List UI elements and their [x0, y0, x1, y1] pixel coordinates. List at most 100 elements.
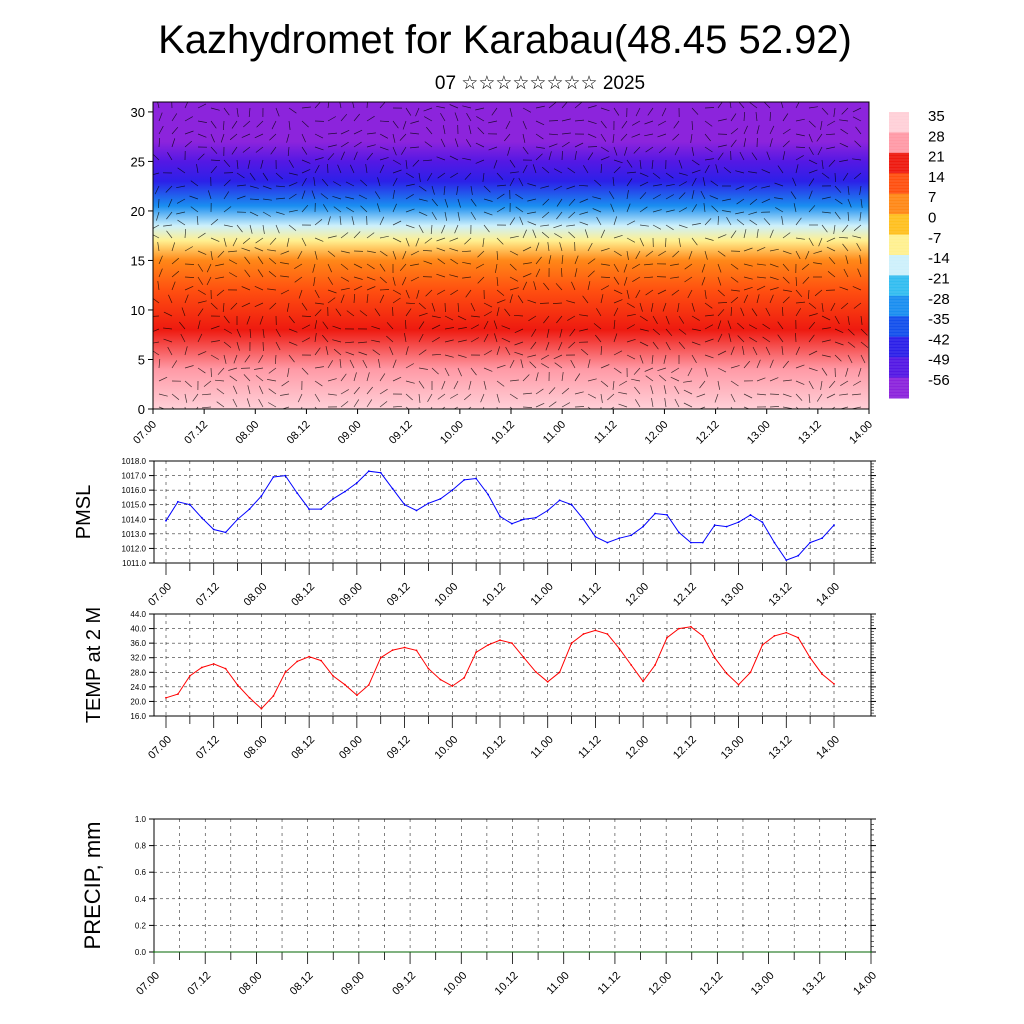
wind-vector: [814, 289, 823, 297]
wind-vector: [730, 230, 737, 239]
wind-vector: [488, 120, 498, 124]
wind-vector: [652, 341, 659, 350]
wind-vector: [325, 346, 329, 356]
wind-vector: [461, 250, 472, 253]
data-point: [511, 642, 513, 644]
wind-vector: [410, 250, 420, 256]
wind-vector: [405, 393, 413, 401]
wind-vector: [168, 198, 173, 208]
wind-vector: [704, 164, 710, 174]
wind-vector: [177, 219, 186, 226]
wind-vector: [332, 195, 342, 200]
wind-vector: [214, 379, 225, 382]
wind-vector: [229, 272, 238, 278]
wind-vector: [795, 301, 806, 304]
wind-vector: [519, 216, 524, 226]
wind-vector: [795, 250, 801, 260]
wind-vector: [184, 285, 194, 291]
wind-vector: [248, 107, 251, 118]
wind-vector: [301, 324, 311, 330]
wind-vector: [431, 185, 435, 195]
wind-vector: [349, 359, 355, 369]
wind-vector: [701, 263, 706, 273]
wind-vector: [184, 365, 194, 369]
wind-vector: [203, 380, 212, 387]
wind-vector: [561, 150, 563, 161]
wind-vector: [691, 146, 695, 156]
wind-vector: [522, 146, 529, 155]
wind-vector: [635, 107, 641, 117]
wind-vector: [422, 250, 433, 252]
wind-vector: [320, 193, 329, 200]
x-tick-label: 11.12: [576, 734, 603, 761]
wind-vector: [462, 157, 472, 161]
wind-vector: [241, 133, 251, 138]
wind-vector: [795, 364, 805, 369]
wind-vector: [613, 263, 619, 272]
wind-vector: [743, 125, 748, 135]
wind-vector: [690, 133, 693, 143]
wind-vector: [782, 128, 791, 135]
wind-vector: [652, 224, 662, 230]
wind-vector: [691, 315, 700, 321]
wind-vector: [740, 307, 745, 317]
colorbar-label: 0: [928, 210, 936, 227]
wind-vector: [665, 315, 670, 325]
wind-vector: [366, 276, 376, 281]
wind-vector: [730, 276, 739, 283]
wind-vector: [769, 377, 779, 382]
data-point: [761, 521, 764, 524]
colorbar-segment: [889, 275, 909, 297]
colorbar-segment: [889, 193, 909, 215]
wind-vector: [340, 151, 345, 161]
colorbar-label: -56: [928, 372, 950, 389]
wind-vector: [236, 224, 243, 233]
wind-vector: [259, 315, 264, 325]
wind-vector: [805, 250, 810, 260]
wind-vector: [223, 191, 230, 200]
wind-vector: [249, 328, 252, 339]
wind-vector: [457, 198, 461, 208]
wind-vector: [353, 151, 358, 161]
wind-vector: [424, 116, 433, 122]
data-point: [713, 524, 716, 526]
wind-vector: [236, 184, 246, 187]
panel-frame: [153, 460, 872, 564]
wind-vector: [453, 380, 459, 390]
wind-vector: [532, 229, 537, 239]
y-tick-label: 20: [131, 204, 145, 219]
wind-vector: [717, 263, 722, 273]
wind-vector: [340, 232, 349, 239]
wind-vector: [730, 139, 737, 148]
wind-vector: [743, 138, 747, 148]
wind-vector: [553, 185, 563, 191]
wind-vector: [678, 315, 685, 324]
wind-vector: [613, 289, 623, 295]
wind-vector: [475, 159, 485, 164]
wind-vector: [678, 159, 683, 169]
wind-vector: [751, 308, 758, 317]
wind-vector: [808, 380, 814, 390]
data-point: [630, 534, 633, 537]
wind-vector: [457, 211, 461, 221]
wind-vector: [443, 185, 446, 195]
wind-vector: [554, 233, 563, 239]
wind-vector: [470, 337, 479, 343]
wind-vector: [600, 380, 609, 387]
wind-vector: [749, 102, 758, 109]
wind-vector: [672, 250, 680, 258]
wind-vector: [555, 283, 563, 291]
wind-vector: [678, 328, 687, 335]
y-tick-label: 1017.0: [122, 472, 147, 481]
wind-vector: [232, 237, 238, 247]
wind-vector: [756, 276, 766, 279]
wind-vector: [339, 216, 342, 226]
wind-vector: [288, 224, 297, 231]
wind-vector: [645, 250, 654, 257]
wind-vector: [687, 289, 693, 299]
data-point: [189, 675, 191, 677]
wind-vector: [756, 263, 766, 266]
wind-vector: [255, 237, 264, 244]
data-point: [260, 495, 263, 497]
wind-vector: [514, 341, 524, 346]
